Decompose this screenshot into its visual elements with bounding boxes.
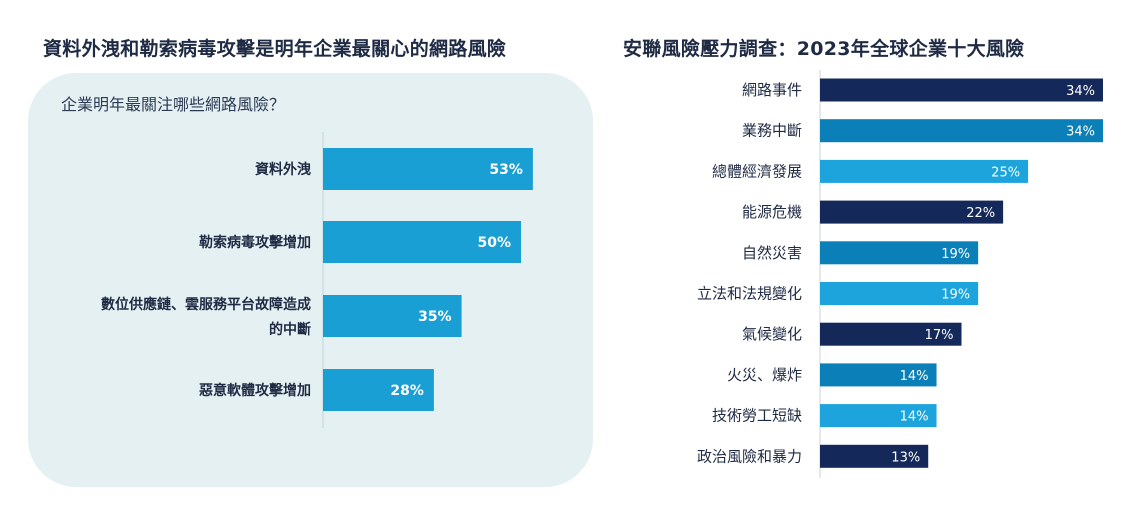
category-label: 網路事件 [742,81,802,99]
category-label: 勒索病毒攻擊增加 [199,234,311,251]
category-label: 能源危機 [742,203,802,221]
left-chart-title: 資料外洩和勒索病毒攻擊是明年企業最關心的網路風險 [43,38,507,60]
bar [323,221,521,263]
value-label: 14% [900,369,929,384]
category-label: 立法和法規變化 [697,285,802,303]
bar [323,148,533,190]
category-label: 氣候變化 [742,325,802,343]
category-label: 政治風險和暴力 [697,447,802,465]
value-label: 13% [891,450,920,465]
value-label: 28% [390,383,424,399]
left-chart-subtitle: 企業明年最關注哪些網路風險？ [61,95,286,114]
category-label: 自然災害 [742,244,802,262]
value-label: 14% [900,410,929,425]
value-label: 19% [941,247,970,262]
category-label: 業務中斷 [742,122,802,140]
right-bar-chart: 34% 網路事件 34% 業務中斷 25% 總體經濟發展 22% 能源危機 19% 自然災害 19%… [697,70,1103,478]
category-label: 總體經濟發展 [712,162,802,180]
category-label: 惡意軟體攻擊增加 [199,382,311,399]
bar [820,159,1029,183]
category-label: 火災、爆炸 [727,366,802,384]
bar [820,241,979,265]
category-label: 資料外洩 [255,161,311,178]
value-label: 17% [925,328,954,343]
bar [323,295,462,337]
bar [820,119,1103,143]
bar [820,322,962,346]
value-label: 34% [1066,125,1095,140]
category-label: 技術勞工短缺 [712,407,802,425]
bar [820,404,937,428]
bar [820,444,929,468]
value-label: 53% [489,162,523,178]
value-label: 25% [991,165,1020,180]
value-label: 22% [966,206,995,221]
category-label: 的中斷 [269,321,311,338]
category-label: 數位供應鏈、雲服務平台故障造成 [101,296,311,313]
bar [323,369,434,411]
bar [820,200,1004,224]
bar [820,363,937,387]
value-label: 34% [1066,84,1095,99]
value-label: 50% [477,235,511,251]
bar [820,282,979,305]
value-label: 35% [418,309,452,325]
right-chart-title: 安聯風險壓力調查：2023年全球企業十大風險 [623,38,1025,60]
value-label: 19% [941,288,970,303]
bar [820,78,1103,102]
left-chart-panel [28,73,593,487]
